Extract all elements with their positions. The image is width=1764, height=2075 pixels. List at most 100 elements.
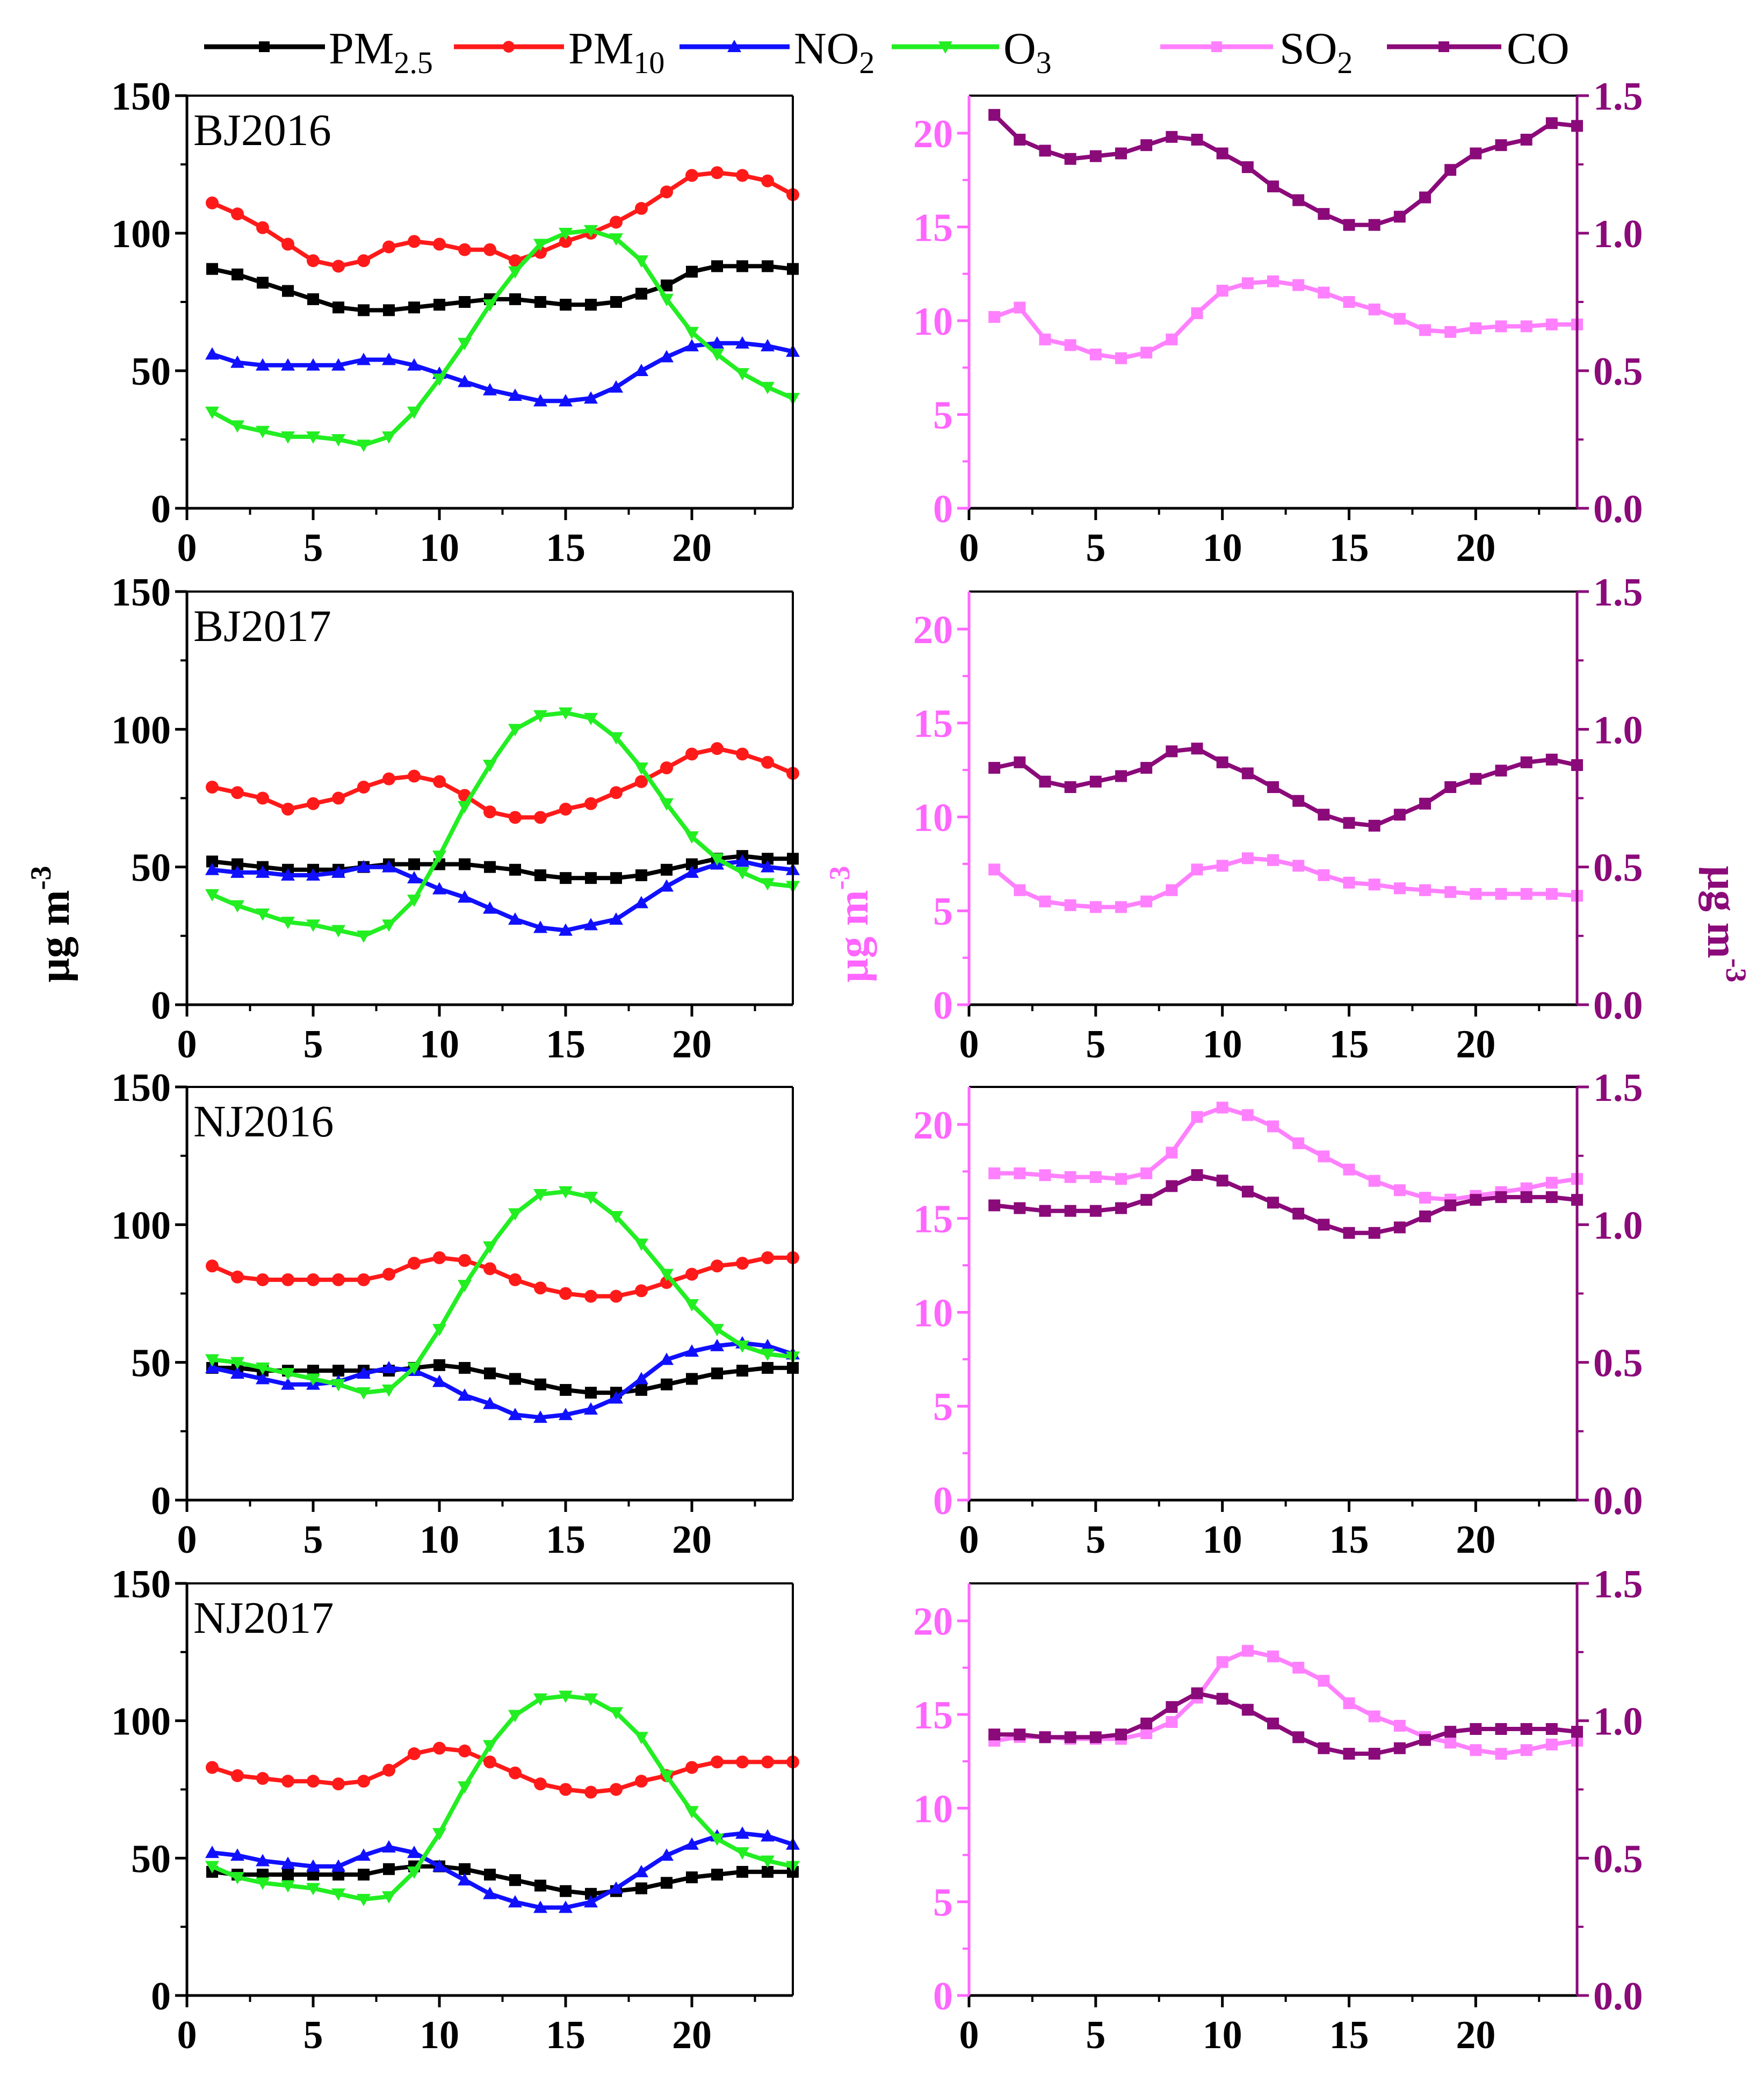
data-point-pm10 (534, 1281, 547, 1295)
data-point-co (1191, 1687, 1203, 1699)
data-point-o3 (584, 1192, 598, 1205)
data-point-co (988, 1728, 1001, 1741)
data-point-so2 (1545, 888, 1558, 900)
series-pm25 (206, 850, 799, 884)
data-point-o3 (584, 712, 598, 725)
data-point-co (1292, 1731, 1305, 1743)
data-point-no2 (331, 358, 345, 371)
data-point-o3 (685, 831, 699, 844)
data-point-co (1064, 1731, 1076, 1743)
data-point-so2 (1495, 888, 1507, 900)
x-tick-label: 10 (420, 526, 459, 570)
data-point-so2 (1470, 1744, 1482, 1756)
x-tick-label: 5 (1086, 2013, 1105, 2057)
data-point-co (1368, 1748, 1380, 1760)
data-point-pm10 (635, 1775, 648, 1788)
data-point-o3 (634, 762, 648, 775)
y2-tick-label: 0.0 (1593, 984, 1643, 1028)
legend-marker-so2 (1211, 41, 1222, 52)
data-point-pm25 (661, 1378, 673, 1390)
right-y-axis-label: μg m-3 (1698, 866, 1752, 983)
data-point-so2 (1495, 320, 1507, 333)
data-point-no2 (508, 912, 522, 925)
data-point-o3 (584, 225, 598, 237)
y-tick-label: 5 (933, 393, 953, 437)
data-point-co (1064, 1205, 1076, 1217)
data-point-o3 (281, 431, 295, 444)
data-point-no2 (407, 1846, 421, 1858)
x-tick-label: 20 (1456, 1022, 1495, 1067)
y-tick-label: 20 (913, 608, 953, 652)
data-point-o3 (407, 895, 421, 907)
data-point-pm10 (206, 1761, 219, 1774)
data-point-so2 (1216, 285, 1228, 297)
data-point-so2 (1520, 320, 1532, 333)
series-line-o3 (212, 1189, 793, 1395)
data-point-co (1140, 1194, 1153, 1206)
data-point-o3 (230, 1357, 244, 1370)
data-point-co (1267, 1197, 1279, 1209)
data-point-no2 (735, 1826, 749, 1839)
data-point-no2 (205, 1360, 219, 1373)
data-point-pm10 (281, 803, 294, 816)
data-point-o3 (761, 381, 775, 394)
data-point-co (1039, 775, 1051, 788)
series-so2 (988, 852, 1583, 913)
data-point-no2 (357, 1366, 371, 1379)
y-tick-label: 50 (131, 1342, 171, 1386)
series-so2 (988, 1645, 1583, 1760)
y-tick-label: 0 (151, 487, 171, 531)
data-point-pm25 (736, 1365, 748, 1377)
data-point-o3 (660, 1770, 674, 1783)
data-point-pm25 (459, 1361, 471, 1374)
data-point-co (1292, 194, 1305, 206)
data-point-o3 (685, 1299, 699, 1312)
data-point-pm10 (711, 1259, 724, 1273)
data-point-co (1241, 1704, 1254, 1716)
y2-tick-label: 0.5 (1593, 1837, 1643, 1881)
data-point-pm10 (458, 1253, 471, 1267)
data-point-co (1393, 211, 1406, 223)
data-point-co (1419, 797, 1431, 810)
data-point-so2 (1520, 1744, 1532, 1756)
data-point-no2 (205, 862, 219, 875)
data-point-so2 (1241, 852, 1254, 864)
data-point-so2 (1014, 1167, 1026, 1179)
data-point-pm25 (408, 858, 420, 870)
y-tick-label: 10 (913, 796, 953, 840)
data-point-so2 (1140, 1167, 1153, 1179)
data-point-pm10 (433, 775, 446, 788)
data-point-pm10 (711, 166, 724, 179)
legend-label-no2: NO2 (794, 24, 874, 80)
series-line-pm25 (212, 1864, 793, 1896)
data-point-pm10 (458, 1744, 471, 1757)
data-point-so2 (1166, 1147, 1178, 1159)
x-tick-label: 0 (959, 1518, 979, 1562)
data-point-no2 (508, 1408, 522, 1421)
data-point-co (1545, 753, 1558, 766)
y-tick-label: 0 (151, 984, 171, 1028)
series-pm10 (206, 1251, 799, 1303)
data-point-pm25 (358, 304, 370, 316)
y2-tick-label: 0.0 (1593, 1479, 1643, 1523)
series-line-co (994, 1173, 1578, 1235)
data-point-so2 (1545, 1177, 1558, 1189)
data-point-pm25 (509, 1373, 521, 1385)
data-point-pm10 (206, 780, 219, 794)
y-tick-label: 15 (913, 1694, 953, 1738)
data-point-co (1520, 1191, 1532, 1204)
data-point-so2 (1343, 1163, 1355, 1176)
data-point-no2 (559, 1900, 573, 1913)
data-point-so2 (1014, 884, 1026, 896)
data-point-o3 (205, 889, 219, 902)
data-point-co (1089, 1205, 1102, 1217)
data-point-co (1520, 1723, 1532, 1735)
data-point-o3 (432, 851, 446, 863)
data-point-o3 (508, 266, 522, 279)
data-point-co (1419, 191, 1431, 204)
data-point-o3 (256, 426, 270, 438)
data-point-pm10 (483, 805, 496, 819)
data-point-co (1064, 153, 1076, 165)
data-point-so2 (1039, 1169, 1051, 1181)
legend-subscript: 2 (1337, 45, 1353, 80)
